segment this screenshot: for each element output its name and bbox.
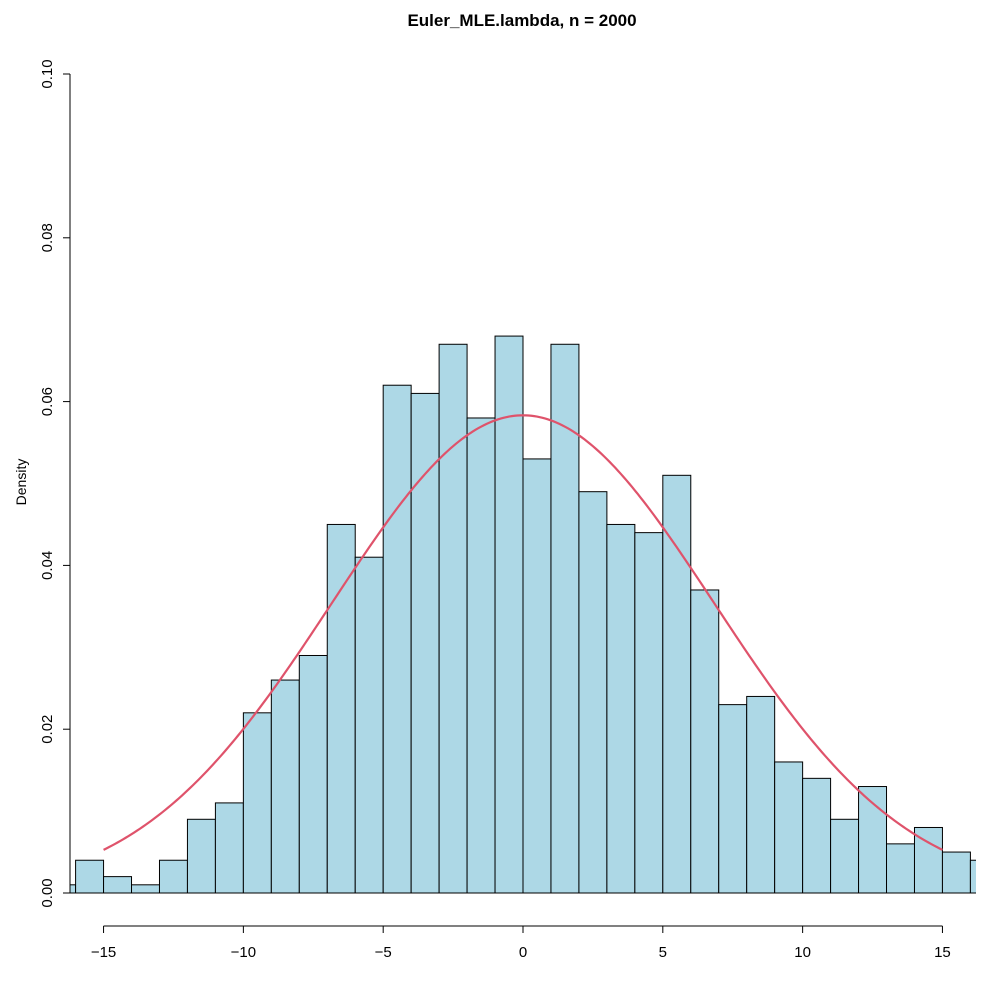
histogram-bar: [662, 474, 692, 894]
histogram-bar: [606, 523, 636, 894]
histogram-bar: [634, 532, 664, 894]
y-tick-label: 0.00: [39, 878, 56, 907]
x-tick-label: 15: [934, 944, 951, 961]
x-tick-label: 0: [519, 944, 527, 961]
density-curve-layer: [103, 414, 943, 851]
x-tick-label: 10: [794, 944, 811, 961]
histogram-bar: [103, 876, 133, 894]
histogram-bar: [578, 491, 608, 894]
histogram-bar: [802, 777, 832, 894]
histogram-bars: [70, 335, 976, 894]
x-axis: −15 −10 −5 0 5 10 15: [91, 925, 951, 961]
histogram-bar: [718, 704, 748, 894]
histogram-bar: [158, 859, 188, 894]
histogram-bar: [410, 392, 440, 894]
histogram-bar: [131, 884, 160, 894]
density-curve: [103, 414, 943, 851]
y-axis-label: Density: [13, 459, 29, 506]
histogram-bar: [941, 851, 971, 894]
y-tick-label: 0.02: [39, 715, 56, 744]
x-tick-label: 5: [659, 944, 667, 961]
histogram-bar: [270, 679, 300, 894]
histogram-bar: [382, 384, 412, 894]
y-tick-label: 0.04: [39, 551, 56, 580]
histogram-bar: [298, 654, 328, 894]
x-tick-label: −10: [231, 944, 256, 961]
histogram-bar: [774, 761, 804, 894]
histogram-bar: [186, 818, 216, 894]
histogram-bar: [913, 826, 943, 894]
histogram-bar: [522, 458, 552, 894]
histogram-bar: [438, 343, 468, 894]
histogram-bar: [886, 843, 915, 894]
histogram-bar: [75, 859, 105, 894]
histogram-bar: [242, 712, 272, 894]
histogram-bar: [354, 556, 384, 894]
y-tick-label: 0.08: [39, 223, 56, 252]
y-tick-label: 0.06: [39, 387, 56, 416]
x-tick-label: −5: [375, 944, 392, 961]
histogram-bar: [830, 818, 860, 894]
y-axis: 0.00 0.02 0.04 0.06 0.08 0.10: [39, 59, 71, 908]
histogram-bar: [494, 335, 524, 894]
x-tick-label: −15: [91, 944, 116, 961]
histogram-bar: [969, 859, 976, 894]
histogram-bar: [690, 589, 720, 894]
histogram-bar: [746, 695, 776, 894]
histogram-bar: [550, 343, 580, 894]
histogram-bar: [214, 802, 244, 894]
y-tick-label: 0.10: [39, 59, 56, 88]
histogram-bar: [326, 523, 356, 894]
chart-title: Euler_MLE.lambda, n = 2000: [407, 11, 636, 30]
histogram-bar: [466, 417, 496, 894]
